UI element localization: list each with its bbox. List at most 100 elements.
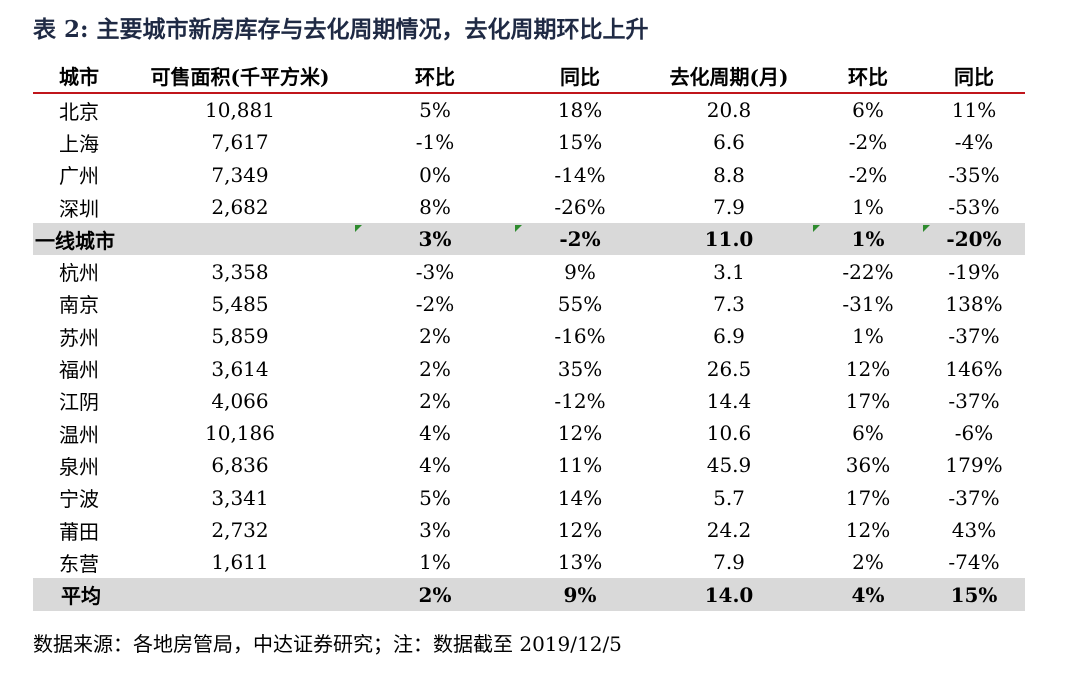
cell-cycle: 14.4 [645,385,813,417]
cell-area-mom: 3% [355,223,515,255]
cell-text: -6% [954,421,994,446]
cell-area: 2,682 [125,191,355,223]
cell-text: -74% [948,550,1000,575]
cell-cycle-yoy: 11% [923,94,1025,126]
cell-cycle-yoy: -6% [923,417,1025,449]
header-city: 城市 [59,64,99,89]
cell-text: 2,732 [211,518,269,542]
cell-text: 东营 [59,551,99,576]
cell-text: 1% [852,324,884,349]
cell-area: 3,358 [125,255,355,287]
cell-cycle-mom: 1% [813,320,923,352]
cell-cycle-yoy: 15% [923,578,1025,610]
cell-text: -1% [415,130,455,155]
table-row: 福州 3,614 2% 35% 26.5 12% 146% [33,352,1025,384]
cell-text: 26.5 [706,356,752,381]
cell-text: 10,186 [205,421,275,446]
cell-city: 上海 [33,126,125,158]
cell-cycle-mom: -2% [813,159,923,191]
cell-city: 平均 [33,578,127,610]
cell-text: 1% [419,550,451,575]
cell-text: 深圳 [59,196,99,221]
cell-cycle: 20.8 [645,94,813,126]
cell-text: 3% [419,518,451,542]
cell-cycle-yoy: -37% [923,385,1025,417]
inventory-table: 城市 可售面积(千平方米) 环比 同比 去化周期(月) 环比 同比 北京 10,8… [33,58,1025,611]
cell-text: 24.2 [706,518,752,542]
cell-area-mom: 4% [355,417,515,449]
cell-text: 18% [557,98,603,123]
cell-text: 17% [845,485,891,510]
cell-area-yoy: -14% [515,159,645,191]
cell-text: 杭州 [59,261,99,286]
comment-flag-icon [355,225,362,233]
cell-text: 北京 [59,99,99,124]
cell-cycle-yoy: 138% [923,288,1025,320]
cell-text: -12% [554,388,606,413]
cell-text: 5% [419,98,451,123]
cell-cycle-yoy: 43% [923,514,1025,546]
cell-text: 17% [845,388,891,413]
cell-text: 20.8 [706,98,752,123]
cell-text: 7,349 [211,162,269,187]
cell-text: -4% [954,130,994,155]
cell-text: 2% [419,388,451,413]
cell-city: 东营 [33,546,125,578]
cell-text: 2% [419,356,451,381]
cell-text: 3,341 [211,485,269,510]
table-row: 东营 1,611 1% 13% 7.9 2% -74% [33,546,1025,578]
cell-text: 1% [852,195,884,220]
cell-area: 5,859 [125,320,355,352]
cell-area: 6,836 [125,449,355,481]
cell-text: 7.9 [713,195,745,220]
cell-cycle-mom: 12% [813,352,923,384]
cell-text: -22% [842,259,894,284]
cell-cycle: 3.1 [645,255,813,287]
cell-text: 2% [852,550,884,575]
cell-text: -3% [415,259,455,284]
table-row: 深圳 2,682 8% -26% 7.9 1% -53% [33,191,1025,223]
table-summary-row: 平均 2% 9% 14.0 4% 15% [33,578,1025,611]
cell-text: 平均 [61,584,101,609]
cell-city: 莆田 [33,514,125,546]
cell-text: 温州 [59,422,99,447]
cell-area-mom: 2% [355,385,515,417]
header-cycle: 去化周期(月) [669,64,789,89]
cell-cycle: 24.2 [645,514,813,546]
cell-area-mom: 2% [355,578,515,610]
cell-cycle: 7.9 [645,546,813,578]
table-row: 上海 7,617 -1% 15% 6.6 -2% -4% [33,126,1025,158]
cell-text: 11% [557,453,603,478]
cell-text: 9% [563,582,597,607]
cell-text: 146% [945,356,1003,381]
cell-area-yoy: -16% [515,320,645,352]
cell-text: 12% [845,518,891,542]
cell-area-yoy: 35% [515,352,645,384]
cell-city: 杭州 [33,255,125,287]
cell-cycle-yoy: -37% [923,482,1025,514]
comment-flag-icon [515,225,522,233]
cell-text: 7,617 [211,130,269,155]
cell-area: 5,485 [125,288,355,320]
cell-text: 15% [557,130,603,155]
cell-text: 4% [419,421,451,446]
cell-text: 5,859 [211,324,269,349]
cell-text: 江阴 [59,390,99,415]
cell-text: 4% [419,453,451,478]
cell-cycle: 45.9 [645,449,813,481]
cell-cycle-mom: 4% [813,578,923,610]
comment-flag-icon [923,225,930,233]
cell-cycle-mom: 6% [813,417,923,449]
cell-text: 2% [419,324,451,349]
cell-text: -2% [559,227,601,252]
cell-text: 广州 [59,164,99,189]
cell-area-yoy: 18% [515,94,645,126]
cell-cycle-yoy: -74% [923,546,1025,578]
cell-text: 5% [419,485,451,510]
cell-text: 3.1 [713,259,745,284]
cell-area-yoy: 14% [515,482,645,514]
table-header-row: 城市 可售面积(千平方米) 环比 同比 去化周期(月) 环比 同比 [33,58,1025,94]
cell-area: 3,341 [125,482,355,514]
cell-text: 6,836 [211,453,269,478]
cell-cycle-yoy: -20% [923,223,1025,255]
